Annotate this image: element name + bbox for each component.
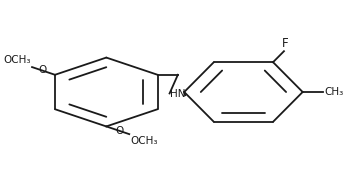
Text: CH₃: CH₃ [325, 87, 344, 97]
Text: OCH₃: OCH₃ [131, 136, 158, 146]
Text: F: F [282, 37, 289, 50]
Text: O: O [115, 126, 123, 136]
Text: O: O [38, 65, 46, 75]
Text: HN: HN [170, 89, 185, 99]
Text: OCH₃: OCH₃ [3, 55, 30, 65]
